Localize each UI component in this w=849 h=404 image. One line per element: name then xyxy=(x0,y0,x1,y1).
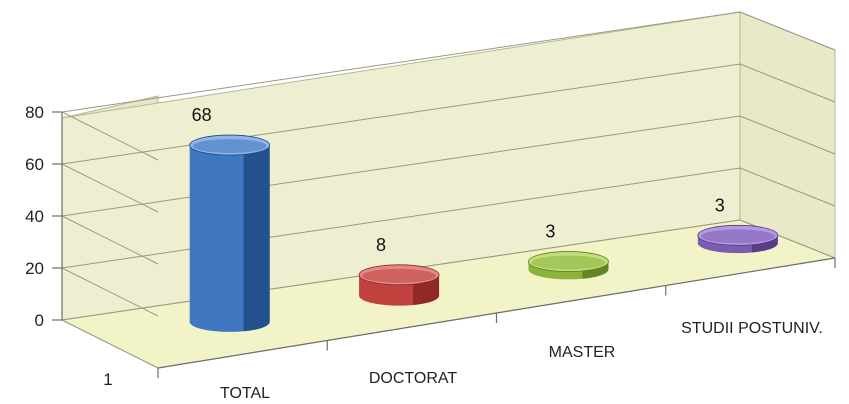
chart-walls xyxy=(60,11,837,369)
y-tick-label: 0 xyxy=(35,311,44,330)
x-axis-line xyxy=(157,257,836,369)
data-label: 3 xyxy=(715,195,725,215)
y-tick-label: 40 xyxy=(25,207,44,226)
data-labels: 68 8 3 3 xyxy=(192,105,725,255)
category-label: STUDII POSTUNIV. xyxy=(681,320,823,337)
y-axis-ticks: 0 20 40 60 80 xyxy=(25,103,63,330)
bar-top-inner xyxy=(701,229,775,244)
category-label: MASTER xyxy=(549,344,616,361)
bars xyxy=(189,134,779,332)
series-label: 1 xyxy=(103,370,112,389)
y-tick-label: 60 xyxy=(25,155,44,174)
category-labels: TOTAL DOCTORAT MASTER STUDII POSTUNIV. xyxy=(220,320,823,402)
bar-shade xyxy=(243,145,270,332)
bar xyxy=(358,264,440,306)
data-label: 3 xyxy=(545,222,555,242)
gridline xyxy=(60,63,836,213)
gridline xyxy=(60,167,836,317)
bar-top-inner xyxy=(192,139,267,154)
gridline xyxy=(60,11,836,161)
bar xyxy=(528,251,609,280)
category-label: TOTAL xyxy=(220,385,270,402)
y-tick-label: 20 xyxy=(25,259,44,278)
bar-top-inner xyxy=(362,268,436,283)
data-label: 8 xyxy=(376,235,386,255)
gridline xyxy=(60,115,836,265)
category-ticks xyxy=(157,257,836,378)
category-label: DOCTORAT xyxy=(369,370,458,387)
bar-top-inner xyxy=(531,255,606,270)
y-tick-label: 80 xyxy=(25,103,44,122)
bar xyxy=(189,134,271,332)
bar xyxy=(697,224,779,254)
data-label: 68 xyxy=(192,105,212,125)
